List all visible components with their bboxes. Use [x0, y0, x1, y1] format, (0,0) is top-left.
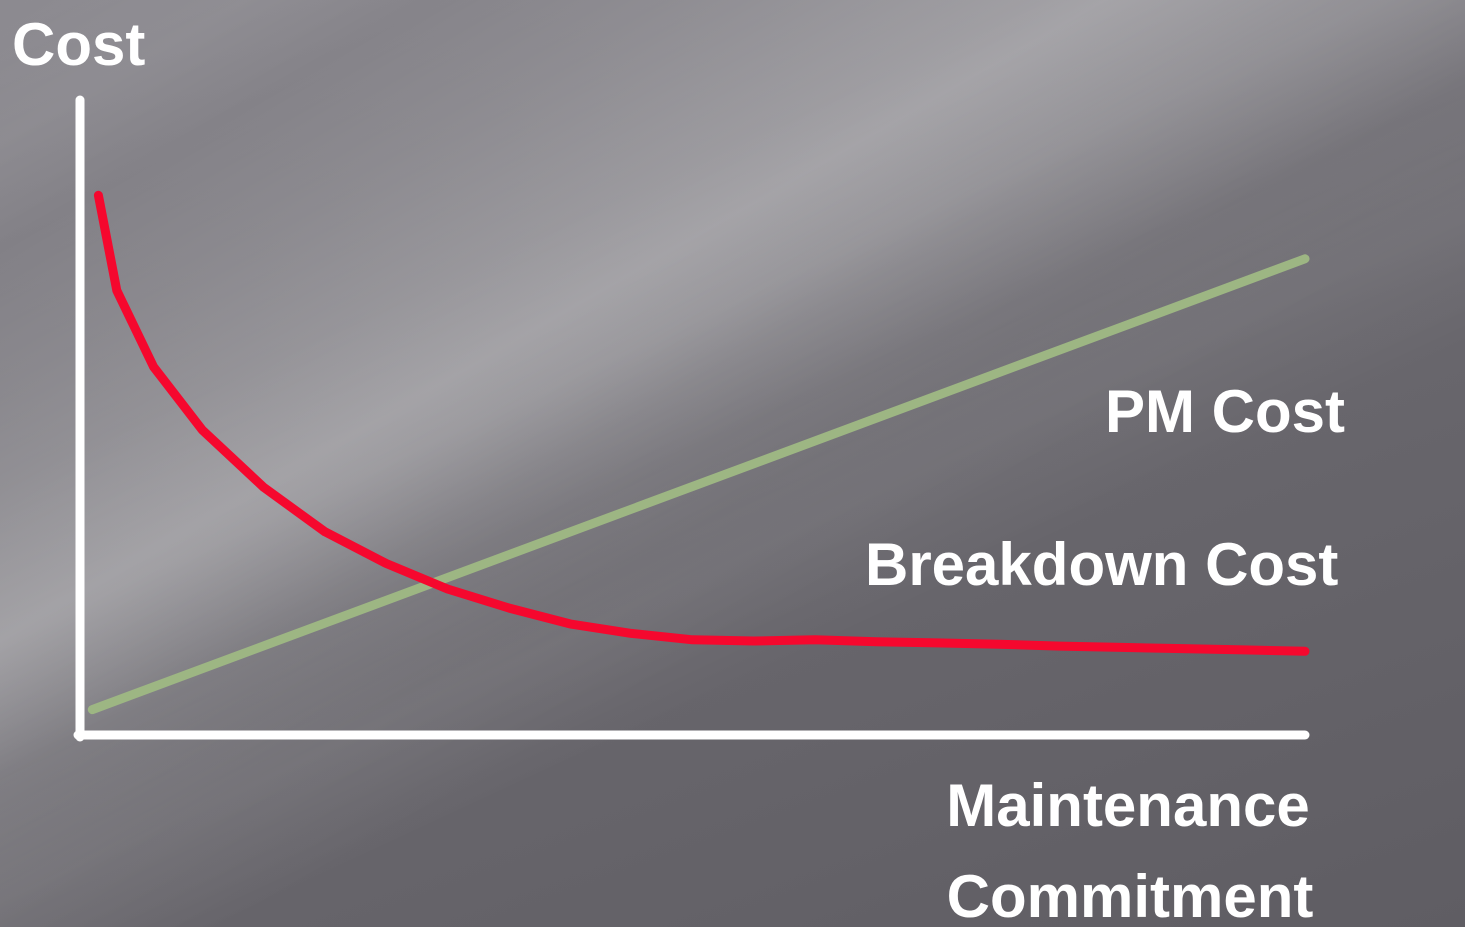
y-axis-label: Cost: [12, 11, 145, 78]
series-label-pm-cost: PM Cost: [1105, 378, 1345, 445]
series-label-breakdown-cost: Breakdown Cost: [865, 531, 1338, 598]
x-axis-label-line-1: Maintenance: [946, 772, 1309, 839]
series-line-breakdown-cost: [93, 190, 1310, 656]
series-line-pm-cost: [87, 254, 1310, 715]
x-axis-label-line-2: Commitment: [947, 863, 1314, 927]
